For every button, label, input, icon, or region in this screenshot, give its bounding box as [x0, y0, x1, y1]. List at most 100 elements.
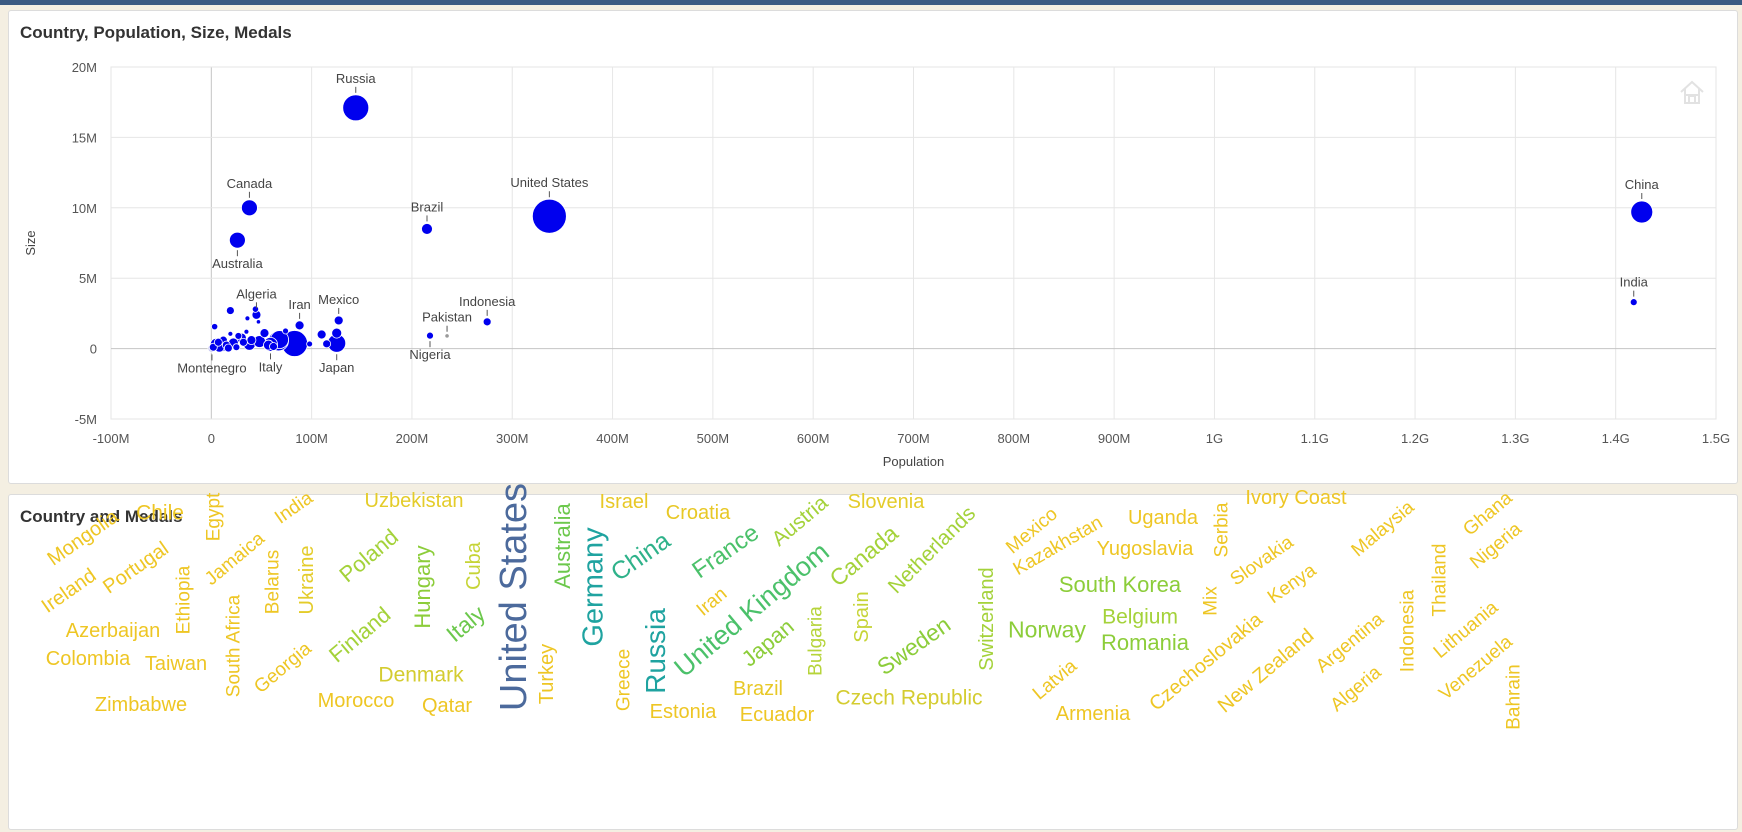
cloud-word[interactable]: Colombia [45, 648, 131, 670]
cloud-word[interactable]: Indonesia [1397, 589, 1419, 673]
data-point[interactable] [227, 330, 234, 337]
cloud-word[interactable]: Zimbabwe [94, 694, 188, 716]
data-point[interactable] [259, 328, 270, 339]
data-point-iran[interactable] [294, 320, 305, 331]
cloud-word[interactable]: Ukraine [296, 545, 318, 615]
cloud-word[interactable]: Spain [851, 591, 873, 643]
data-point-russia[interactable] [342, 94, 370, 122]
cloud-word[interactable]: Chile [136, 501, 184, 525]
data-label: Montenegro [177, 360, 246, 375]
data-label: Russia [336, 71, 377, 86]
data-point-china[interactable] [1630, 200, 1654, 224]
data-point[interactable] [251, 305, 260, 313]
data-point[interactable] [243, 328, 250, 335]
data-point[interactable] [331, 327, 343, 339]
data-point[interactable] [211, 323, 219, 331]
cloud-word[interactable]: Bulgaria [805, 606, 827, 676]
x-tick-label: 300M [496, 431, 529, 446]
cloud-word[interactable]: Bahrain [1503, 664, 1525, 730]
cloud-word[interactable]: Estonia [649, 701, 717, 723]
cloud-word[interactable]: Qatar [421, 695, 473, 717]
data-label: Mexico [318, 292, 359, 307]
data-label: Nigeria [409, 347, 451, 362]
scatter-chart: -100M 0 100M 200M 300M 400M 500M 600M 700M 800M 90… [23, 60, 1730, 469]
cloud-word[interactable]: Ethiopia [173, 565, 195, 635]
x-tick-label: 200M [396, 431, 429, 446]
cloud-word[interactable]: Thailand [1429, 543, 1451, 617]
cloud-word[interactable]: Taiwan [144, 653, 208, 675]
cloud-word[interactable]: Egypt [203, 492, 225, 542]
cloud-word[interactable]: Yugoslavia [1096, 538, 1194, 560]
cloud-word[interactable]: Belarus [262, 549, 284, 615]
x-tick-label: 500M [697, 431, 730, 446]
data-point[interactable] [244, 315, 251, 322]
data-point[interactable] [246, 335, 257, 346]
x-axis-label: Population [883, 454, 944, 469]
data-label: Italy [259, 359, 283, 374]
data-point[interactable] [306, 340, 314, 348]
data-label: Brazil [411, 199, 444, 214]
cloud-word[interactable]: Norway [1008, 616, 1086, 643]
home-icon[interactable] [1677, 77, 1707, 107]
x-tick-label: 800M [998, 431, 1031, 446]
y-tick-label: 15M [72, 130, 97, 145]
cloud-word[interactable]: Turkey [536, 643, 558, 705]
data-point[interactable] [239, 337, 248, 347]
cloud-word[interactable]: Switzerland [976, 567, 998, 671]
cloud-word[interactable]: Uganda [1127, 507, 1199, 529]
cloud-word[interactable]: Brazil [732, 678, 784, 700]
data-point-united-states[interactable] [531, 198, 567, 234]
wordcloud-panel: Country and Medals [8, 494, 1738, 830]
data-point-australia[interactable] [228, 231, 246, 249]
cloud-word[interactable]: Greece [613, 648, 635, 712]
x-tick-label: 1.1G [1301, 431, 1329, 446]
data-point[interactable] [234, 332, 243, 340]
cloud-word[interactable]: Mix [1200, 586, 1222, 616]
cloud-word[interactable]: Uzbekistan [364, 490, 464, 512]
cloud-word[interactable]: United States [493, 482, 535, 712]
x-tick-label: 600M [797, 431, 830, 446]
cloud-word[interactable]: Cuba [463, 542, 485, 590]
data-point[interactable] [223, 343, 233, 353]
cloud-word[interactable]: Slovenia [847, 491, 925, 513]
cloud-word[interactable]: Ecuador [739, 704, 815, 726]
cloud-word[interactable]: Czech Republic [835, 686, 983, 710]
data-point-india[interactable] [1629, 298, 1638, 307]
cloud-word[interactable]: Ivory Coast [1245, 487, 1347, 509]
cloud-word[interactable]: South Africa [223, 594, 245, 698]
cloud-word[interactable]: Armenia [1055, 703, 1131, 725]
cloud-word[interactable]: Russia [640, 608, 671, 694]
data-point-mexico[interactable] [333, 315, 344, 326]
cloud-word[interactable]: Denmark [378, 663, 464, 687]
data-label: Pakistan [422, 310, 472, 325]
scatter-panel: Country, Population, Size, Medals [8, 10, 1738, 484]
cloud-word[interactable]: Croatia [665, 502, 731, 524]
data-point-pakistan[interactable] [444, 333, 450, 339]
cloud-word[interactable]: Belgium [1102, 605, 1178, 629]
data-point[interactable] [282, 327, 289, 335]
data-point-indonesia[interactable] [482, 317, 492, 327]
data-point-canada[interactable] [241, 199, 258, 217]
y-tick-label: 0 [90, 342, 97, 357]
data-point[interactable] [255, 319, 262, 325]
cloud-word[interactable]: Israel [599, 491, 649, 513]
data-point-brazil[interactable] [421, 223, 433, 235]
data-point[interactable] [316, 329, 327, 340]
cloud-word[interactable]: Serbia [1211, 502, 1233, 558]
cloud-word[interactable]: Hungary [410, 545, 435, 629]
cloud-word[interactable]: South Korea [1058, 572, 1182, 597]
wordcloud-panel-title: Country and Medals [20, 507, 183, 526]
data-point[interactable] [232, 343, 241, 352]
cloud-word[interactable]: Australia [550, 503, 575, 589]
data-point-nigeria[interactable] [426, 331, 434, 340]
cloud-word[interactable]: Germany [577, 527, 610, 647]
data-point[interactable] [322, 339, 332, 349]
cloud-word[interactable]: Morocco [317, 690, 395, 712]
data-point[interactable] [269, 342, 278, 351]
x-tick-label: 900M [1098, 431, 1131, 446]
cloud-word[interactable]: Romania [1100, 630, 1190, 655]
data-point[interactable] [213, 337, 223, 347]
data-point[interactable] [225, 306, 235, 315]
cloud-word[interactable]: Azerbaijan [65, 620, 161, 642]
